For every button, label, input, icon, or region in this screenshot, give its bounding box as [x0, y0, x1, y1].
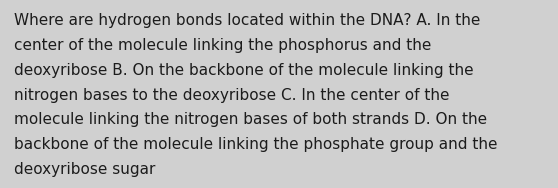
- Text: Where are hydrogen bonds located within the DNA? A. In the: Where are hydrogen bonds located within …: [14, 13, 480, 28]
- Text: deoxyribose sugar: deoxyribose sugar: [14, 162, 155, 177]
- Text: molecule linking the nitrogen bases of both strands D. On the: molecule linking the nitrogen bases of b…: [14, 112, 487, 127]
- Text: backbone of the molecule linking the phosphate group and the: backbone of the molecule linking the pho…: [14, 137, 497, 152]
- Text: nitrogen bases to the deoxyribose C. In the center of the: nitrogen bases to the deoxyribose C. In …: [14, 88, 449, 103]
- Text: deoxyribose B. On the backbone of the molecule linking the: deoxyribose B. On the backbone of the mo…: [14, 63, 474, 78]
- Text: center of the molecule linking the phosphorus and the: center of the molecule linking the phosp…: [14, 38, 431, 53]
